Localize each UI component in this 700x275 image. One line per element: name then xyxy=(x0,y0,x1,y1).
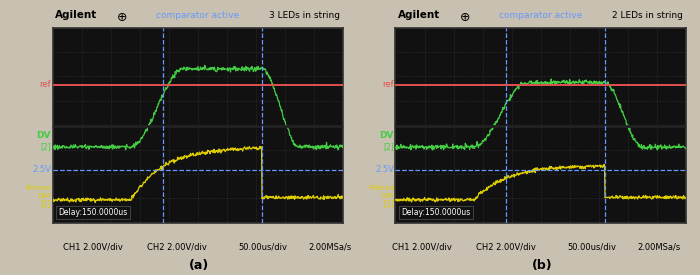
Text: CH2 2.00V/div: CH2 2.00V/div xyxy=(476,243,536,252)
Text: DIM: DIM xyxy=(381,193,394,199)
Text: ref: ref xyxy=(39,80,51,89)
Text: (a): (a) xyxy=(190,259,209,272)
Text: 2.5V: 2.5V xyxy=(32,166,51,174)
Text: 50.00us/div: 50.00us/div xyxy=(238,243,287,252)
Text: comparator active: comparator active xyxy=(156,11,239,20)
Text: [1]: [1] xyxy=(41,199,51,208)
Text: Delay:150.0000us: Delay:150.0000us xyxy=(401,208,470,217)
Text: DV: DV xyxy=(36,131,51,140)
Text: DIM: DIM xyxy=(38,193,51,199)
Text: 50.00us/div: 50.00us/div xyxy=(567,243,616,252)
Text: 2.5V: 2.5V xyxy=(375,166,394,174)
Text: ⊕: ⊕ xyxy=(117,11,127,24)
Text: 2 LEDs in string: 2 LEDs in string xyxy=(612,11,683,20)
Text: 2.00MSa/s: 2.00MSa/s xyxy=(637,243,680,252)
Text: Agilent: Agilent xyxy=(398,10,441,20)
Text: 2.00MSa/s: 2.00MSa/s xyxy=(308,243,351,252)
Text: CH1 2.00V/div: CH1 2.00V/div xyxy=(63,243,123,252)
Text: [1]: [1] xyxy=(384,199,394,208)
Text: Agilent: Agilent xyxy=(55,10,98,20)
Text: Filtered: Filtered xyxy=(368,185,394,191)
Text: [2]: [2] xyxy=(384,142,394,152)
Text: (b): (b) xyxy=(532,259,553,272)
Text: ref: ref xyxy=(382,80,394,89)
Text: Filtered: Filtered xyxy=(25,185,51,191)
Text: ⊕: ⊕ xyxy=(460,11,470,24)
Text: CH2 2.00V/div: CH2 2.00V/div xyxy=(147,243,207,252)
Text: DV: DV xyxy=(379,131,394,140)
Text: [2]: [2] xyxy=(41,142,51,152)
Text: 3 LEDs in string: 3 LEDs in string xyxy=(269,11,340,20)
Text: CH1 2.00V/div: CH1 2.00V/div xyxy=(392,243,452,252)
Text: comparator active: comparator active xyxy=(499,11,582,20)
Text: Delay:150.0000us: Delay:150.0000us xyxy=(58,208,127,217)
